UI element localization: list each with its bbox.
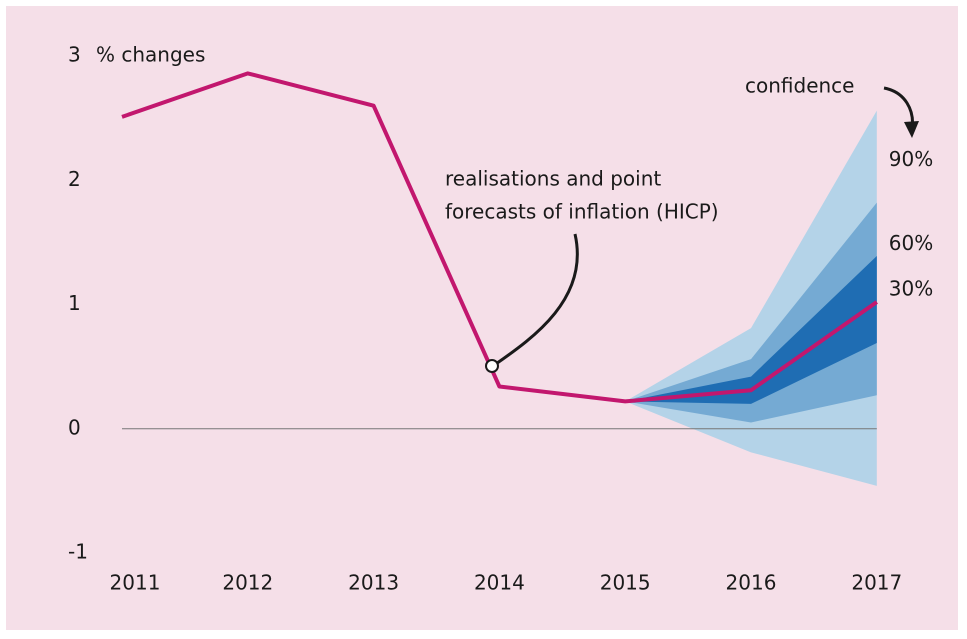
y-tick-label: 3	[68, 43, 81, 67]
x-tick-label: 2012	[222, 571, 273, 595]
x-tick-label: 2017	[851, 571, 902, 595]
x-tick-label: 2014	[474, 571, 525, 595]
annotation-dot	[485, 359, 499, 373]
confidence-band	[625, 256, 877, 404]
arrow-head	[904, 121, 919, 138]
y-tick-label: 0	[68, 415, 81, 439]
annotation: forecasts of inflation (HICP)	[445, 200, 719, 224]
inflation-line	[121, 71, 878, 404]
y-tick-label: -1	[68, 540, 88, 564]
x-tick-label: 2016	[726, 571, 777, 595]
x-tick-label: 2013	[348, 571, 399, 595]
annotation-pointer	[492, 233, 579, 368]
annotation: realisations and point	[445, 167, 661, 191]
annotation: confidence	[745, 74, 854, 98]
band-label: 30%	[889, 277, 933, 301]
x-tick-label: 2015	[600, 571, 651, 595]
x-tick-label: 2011	[110, 571, 161, 595]
y-axis-label: % changes	[96, 43, 205, 67]
plot: 90% 60% 30% 3 2 1 0 -1 2011 2012 2013 2014 2015 2016 2…	[68, 43, 933, 595]
y-tick-label: 1	[68, 291, 81, 315]
y-tick-label: 2	[68, 167, 81, 191]
band-label: 90%	[889, 147, 933, 171]
band-label: 60%	[889, 231, 933, 255]
